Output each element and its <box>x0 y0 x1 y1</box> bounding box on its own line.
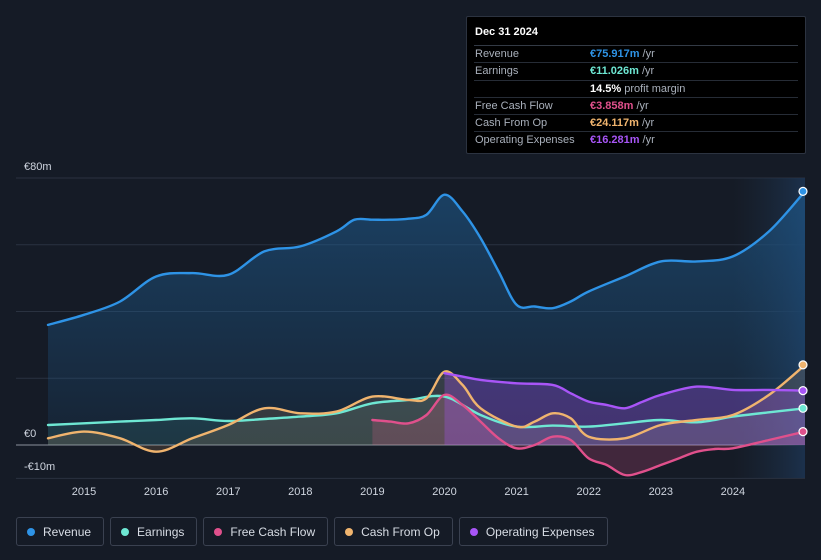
legend-label: Operating Expenses <box>485 524 595 539</box>
tooltip-unit: /yr <box>641 65 655 78</box>
tooltip-label: Cash From Op <box>475 117 548 130</box>
legend-label: Free Cash Flow <box>230 524 316 539</box>
legend-dot-icon <box>345 527 354 536</box>
area-layer <box>48 191 805 476</box>
end-marker-revenue <box>798 186 808 196</box>
tooltip-value: €3.858m <box>590 99 634 112</box>
legend-dot-icon <box>214 527 223 536</box>
tooltip-label: Revenue <box>475 48 520 60</box>
marker-layer <box>798 186 808 437</box>
tooltip-row-revenue: Revenue €75.917m /yr <box>474 46 798 64</box>
x-tick-label: 2022 <box>576 486 600 498</box>
tooltip-value: €16.281m <box>590 134 640 147</box>
x-tick-label: 2021 <box>504 486 528 498</box>
x-tick-label: 2023 <box>649 486 673 498</box>
end-marker-operating-expenses <box>798 385 808 396</box>
tooltip-row-operating-expenses: Operating Expenses €16.281m /yr <box>474 132 798 149</box>
line-revenue <box>46 190 807 327</box>
x-tick-label: 2024 <box>721 486 745 498</box>
x-tick-label: 2018 <box>288 486 312 498</box>
legend-label: Cash From Op <box>361 524 440 539</box>
tooltip-label: Earnings <box>475 65 519 78</box>
area-earnings <box>48 395 805 445</box>
end-marker-free-cash-flow <box>798 427 808 437</box>
tooltip-unit: /yr <box>642 48 655 60</box>
end-marker-cash-from-op <box>798 360 808 370</box>
y-tick-label-bottom: -€10m <box>24 461 55 473</box>
x-tick-label: 2020 <box>432 486 456 498</box>
legend-dot-icon <box>469 527 478 536</box>
x-tick-label: 2019 <box>360 486 384 498</box>
legend-item-cash-from-op[interactable]: Cash From Op <box>334 517 453 546</box>
tooltip-label <box>474 81 590 97</box>
tooltip-value: €11.026m <box>590 65 639 78</box>
line-layer <box>46 190 807 477</box>
legend-label: Earnings <box>137 524 185 539</box>
area-cash-from-op <box>48 364 805 452</box>
x-tick-label: 2015 <box>72 486 96 498</box>
area-revenue <box>48 191 805 445</box>
tooltip-date: Dec 31 2024 <box>474 25 798 46</box>
tooltip-unit: profit margin <box>624 82 686 95</box>
x-tick-label: 2017 <box>216 486 240 498</box>
x-axis: 2015 2016 2017 2018 2019 2020 2021 2022 2023 2024 <box>72 486 745 498</box>
x-tick-label: 2016 <box>144 486 168 498</box>
tooltip-value: 14.5% <box>590 82 622 95</box>
data-tooltip: Dec 31 2024 Revenue €75.917m /yr Earning… <box>466 16 806 154</box>
chart-legend: Revenue Earnings Free Cash Flow Cash Fro… <box>16 517 608 546</box>
area-free-cash-flow <box>372 394 805 476</box>
tooltip-row-free-cash-flow: Free Cash Flow €3.858m /yr <box>474 98 798 116</box>
legend-item-operating-expenses[interactable]: Operating Expenses <box>458 517 608 546</box>
tooltip-unit: /yr <box>641 117 655 130</box>
legend-dot-icon <box>27 527 35 536</box>
legend-item-earnings[interactable]: Earnings <box>110 517 198 546</box>
tooltip-unit: /yr <box>642 134 655 147</box>
tooltip-row-profit-margin: 14.5% profit margin <box>474 81 798 98</box>
tooltip-row-cash-from-op: Cash From Op €24.117m /yr <box>474 115 798 133</box>
legend-item-revenue[interactable]: Revenue <box>16 517 105 546</box>
tooltip-value: €24.117m <box>590 117 639 130</box>
line-free-cash-flow <box>371 393 807 477</box>
tooltip-label: Operating Expenses <box>475 134 575 147</box>
line-operating-expenses <box>443 372 807 410</box>
tooltip-unit: /yr <box>636 99 649 112</box>
tooltip-row-earnings: Earnings €11.026m /yr <box>474 63 798 81</box>
legend-item-free-cash-flow[interactable]: Free Cash Flow <box>203 517 329 546</box>
tooltip-label: Free Cash Flow <box>475 99 553 112</box>
y-tick-label-top: €80m <box>24 161 52 173</box>
tooltip-value: €75.917m <box>590 48 640 60</box>
y-tick-label-zero: €0 <box>24 428 36 440</box>
legend-dot-icon <box>121 527 130 536</box>
legend-label: Revenue <box>43 524 92 539</box>
end-marker-earnings <box>798 403 808 413</box>
